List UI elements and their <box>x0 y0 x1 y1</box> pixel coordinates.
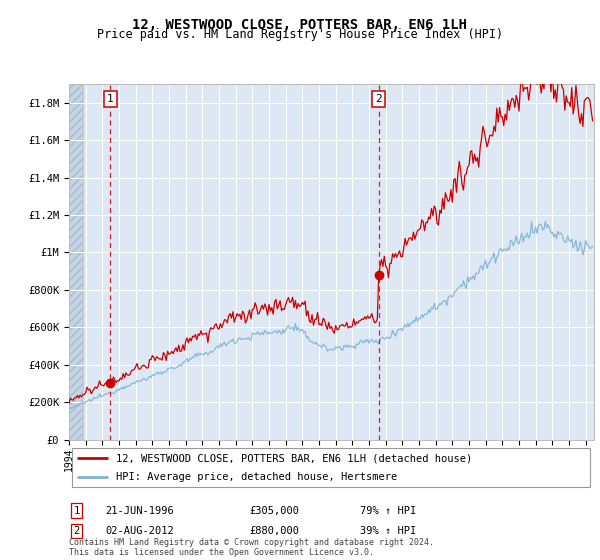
Text: 12, WESTWOOD CLOSE, POTTERS BAR, EN6 1LH (detached house): 12, WESTWOOD CLOSE, POTTERS BAR, EN6 1LH… <box>116 453 473 463</box>
Text: 2: 2 <box>74 526 80 536</box>
Bar <box>69 84 83 440</box>
Text: Price paid vs. HM Land Registry's House Price Index (HPI): Price paid vs. HM Land Registry's House … <box>97 28 503 41</box>
Text: 02-AUG-2012: 02-AUG-2012 <box>105 526 174 536</box>
Text: 2: 2 <box>375 94 382 104</box>
Text: 79% ↑ HPI: 79% ↑ HPI <box>360 506 416 516</box>
Text: HPI: Average price, detached house, Hertsmere: HPI: Average price, detached house, Hert… <box>116 472 398 482</box>
Text: £880,000: £880,000 <box>249 526 299 536</box>
Bar <box>69 84 83 440</box>
Text: 39% ↑ HPI: 39% ↑ HPI <box>360 526 416 536</box>
FancyBboxPatch shape <box>71 448 590 487</box>
Text: Contains HM Land Registry data © Crown copyright and database right 2024.
This d: Contains HM Land Registry data © Crown c… <box>69 538 434 557</box>
Text: £305,000: £305,000 <box>249 506 299 516</box>
Text: 1: 1 <box>107 94 113 104</box>
Text: 12, WESTWOOD CLOSE, POTTERS BAR, EN6 1LH: 12, WESTWOOD CLOSE, POTTERS BAR, EN6 1LH <box>133 18 467 32</box>
Text: 21-JUN-1996: 21-JUN-1996 <box>105 506 174 516</box>
Text: 1: 1 <box>74 506 80 516</box>
